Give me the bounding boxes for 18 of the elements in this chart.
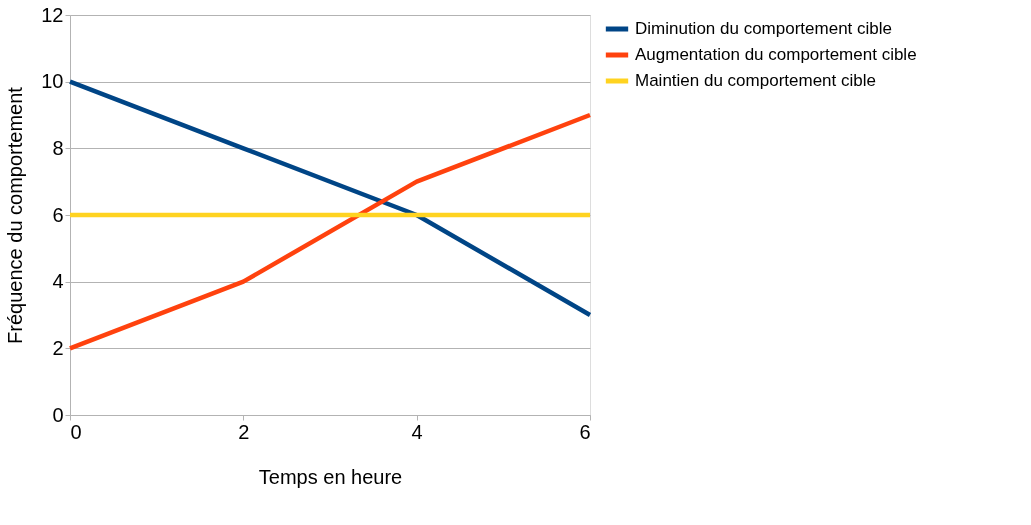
x-tick-label: 4 [411,420,423,443]
x-tick-label: 6 [579,420,591,443]
legend-label: Diminution du comportement cible [635,19,893,38]
line-series [67,112,593,351]
y-tick-label: 12 [41,3,64,26]
x-tick-label: 0 [70,420,82,443]
legend-label: Maintien du comportement cible [635,71,876,90]
y-tick-label: 0 [52,403,64,426]
y-tick-label: 4 [52,270,64,293]
y-tick-label: 6 [52,203,64,226]
legend-label: Augmentation du comportement cible [635,45,917,64]
y-tick-label: 2 [52,336,64,359]
y-axis-title: Fréquence du comportement [4,86,27,344]
y-tick-label: 8 [52,136,64,159]
x-axis-title: Temps en heure [258,465,403,488]
y-tick-label: 10 [41,70,64,93]
x-tick-label: 2 [238,420,250,443]
line-series [67,79,593,318]
